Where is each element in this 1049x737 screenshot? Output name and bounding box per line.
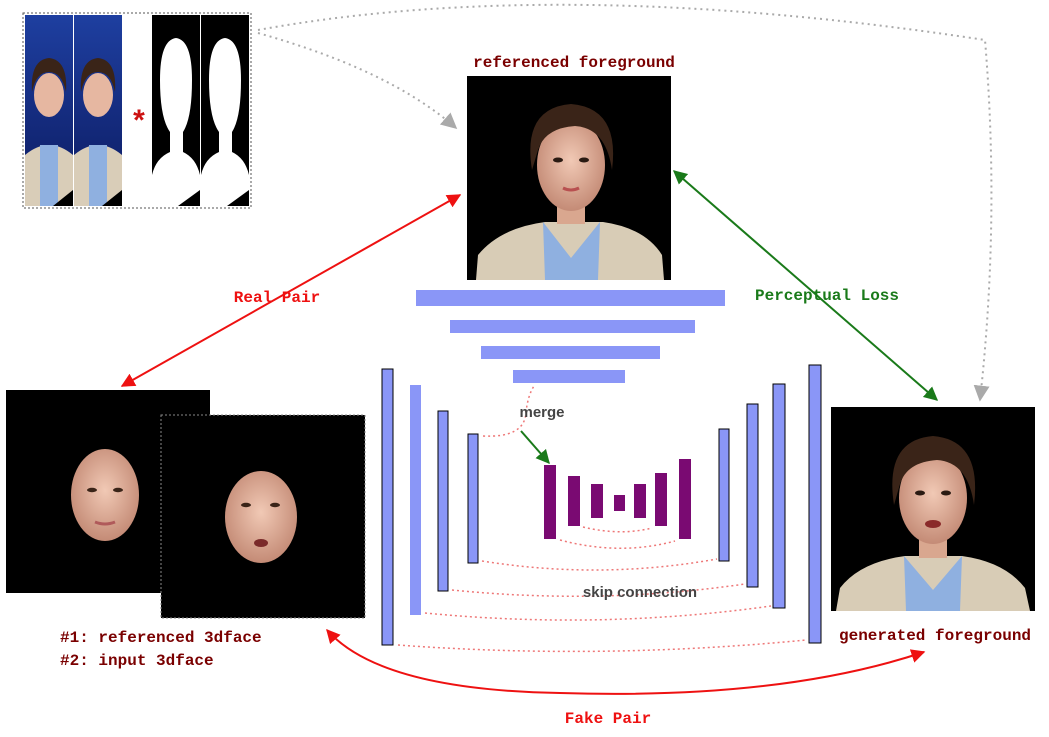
unet-up-block-2	[746, 403, 759, 588]
referenced-foreground-title: referenced foreground	[473, 54, 675, 72]
bottleneck-block-3	[591, 484, 603, 518]
input-frame-2	[74, 15, 122, 206]
encoder-blocks	[416, 290, 725, 383]
encoder-block-4	[513, 370, 625, 383]
merge-label: merge	[519, 404, 564, 421]
bottleneck-block-7	[679, 459, 691, 539]
referenced-foreground-image	[467, 76, 671, 280]
input-frame-1	[25, 15, 73, 206]
perceptual-loss-label: Perceptual Loss	[755, 287, 899, 305]
bottleneck-block-4	[614, 495, 625, 511]
gray-dotted-arrows	[257, 3, 993, 402]
unet-up-block-4	[808, 364, 822, 644]
unet-down-block-2	[410, 385, 421, 615]
unet-down-block-1	[381, 368, 394, 646]
bottleneck-block-1	[544, 465, 556, 539]
generated-foreground-title: generated foreground	[839, 627, 1031, 645]
mask-frame-1	[152, 15, 200, 206]
unet-down-block-3	[437, 410, 449, 592]
bottleneck-block-2	[568, 476, 580, 526]
input-3dface-image	[160, 414, 366, 619]
merge-arrow	[520, 430, 550, 465]
bottleneck-block-6	[655, 473, 667, 526]
referenced-3dface-label: #1: referenced 3dface	[60, 629, 262, 647]
fake-pair-label: Fake Pair	[565, 710, 651, 728]
input-3dface-label: #2: input 3dface	[60, 652, 214, 670]
encoder-block-3	[481, 346, 660, 359]
multiply-symbol: *	[133, 104, 145, 137]
skip-connection-label: skip connection	[583, 584, 697, 601]
bottleneck-blocks	[544, 459, 691, 539]
real-pair-arrow	[120, 194, 462, 387]
generated-foreground-image	[831, 407, 1035, 611]
real-pair-label: Real Pair	[234, 289, 320, 307]
unet-down-blocks	[381, 368, 479, 646]
unet-down-block-4	[467, 433, 479, 564]
encoder-block-1	[416, 290, 725, 306]
skip-connection-lines	[397, 385, 807, 653]
unet-up-blocks	[718, 364, 822, 644]
input-frames-group: *	[22, 12, 252, 209]
encoder-block-2	[450, 320, 695, 333]
mask-frame-2	[201, 15, 249, 206]
perceptual-loss-arrow	[672, 170, 939, 401]
unet-up-block-3	[772, 383, 786, 609]
bottleneck-block-5	[634, 484, 646, 518]
unet-up-block-1	[718, 428, 730, 562]
fake-pair-arrow	[326, 628, 926, 695]
